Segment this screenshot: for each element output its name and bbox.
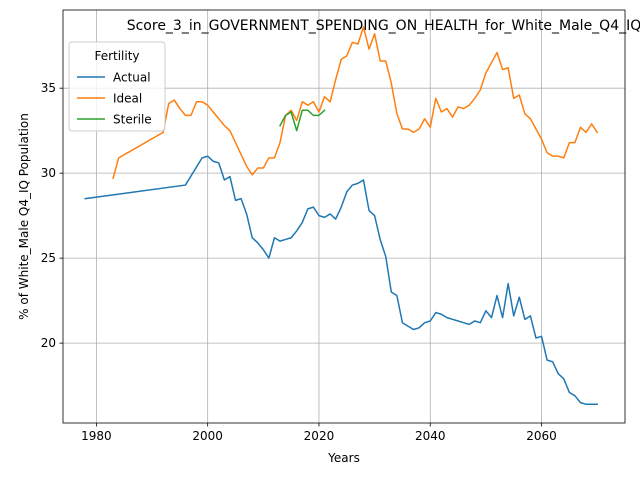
y-axis-ticks: 20 25 30 35 [41, 81, 63, 350]
series-line-sterile [278, 109, 326, 132]
x-tick-label: 1980 [81, 429, 112, 443]
x-tick-label: 2020 [304, 429, 335, 443]
legend-label-sterile: Sterile [113, 113, 152, 127]
legend-items: Actual Ideal Sterile [77, 71, 152, 127]
legend: Fertility Actual Ideal Sterile [68, 41, 166, 132]
y-tick-label: 30 [41, 166, 56, 180]
legend-label-ideal: Ideal [113, 92, 142, 106]
x-tick-label: 2040 [415, 429, 446, 443]
legend-label-actual: Actual [113, 71, 151, 85]
x-axis-ticks: 1980 2000 2020 2040 2060 [81, 423, 557, 443]
x-axis-label: Years [327, 451, 360, 465]
chart-title: Score_3_in_GOVERNMENT_SPENDING_ON_HEALTH… [127, 18, 640, 34]
legend-box [68, 41, 166, 132]
y-axis-label: % of White_Male Q4_IQ Population [17, 113, 31, 320]
series-line-ideal [112, 26, 599, 180]
y-tick-label: 35 [41, 81, 56, 95]
series-layer [84, 26, 599, 406]
x-tick-label: 2060 [526, 429, 557, 443]
legend-title: Fertility [94, 49, 139, 63]
series-line-actual [84, 155, 598, 406]
x-tick-label: 2000 [192, 429, 223, 443]
plot-frame [62, 9, 626, 424]
y-tick-label: 25 [41, 251, 56, 265]
y-tick-label: 20 [41, 336, 56, 350]
